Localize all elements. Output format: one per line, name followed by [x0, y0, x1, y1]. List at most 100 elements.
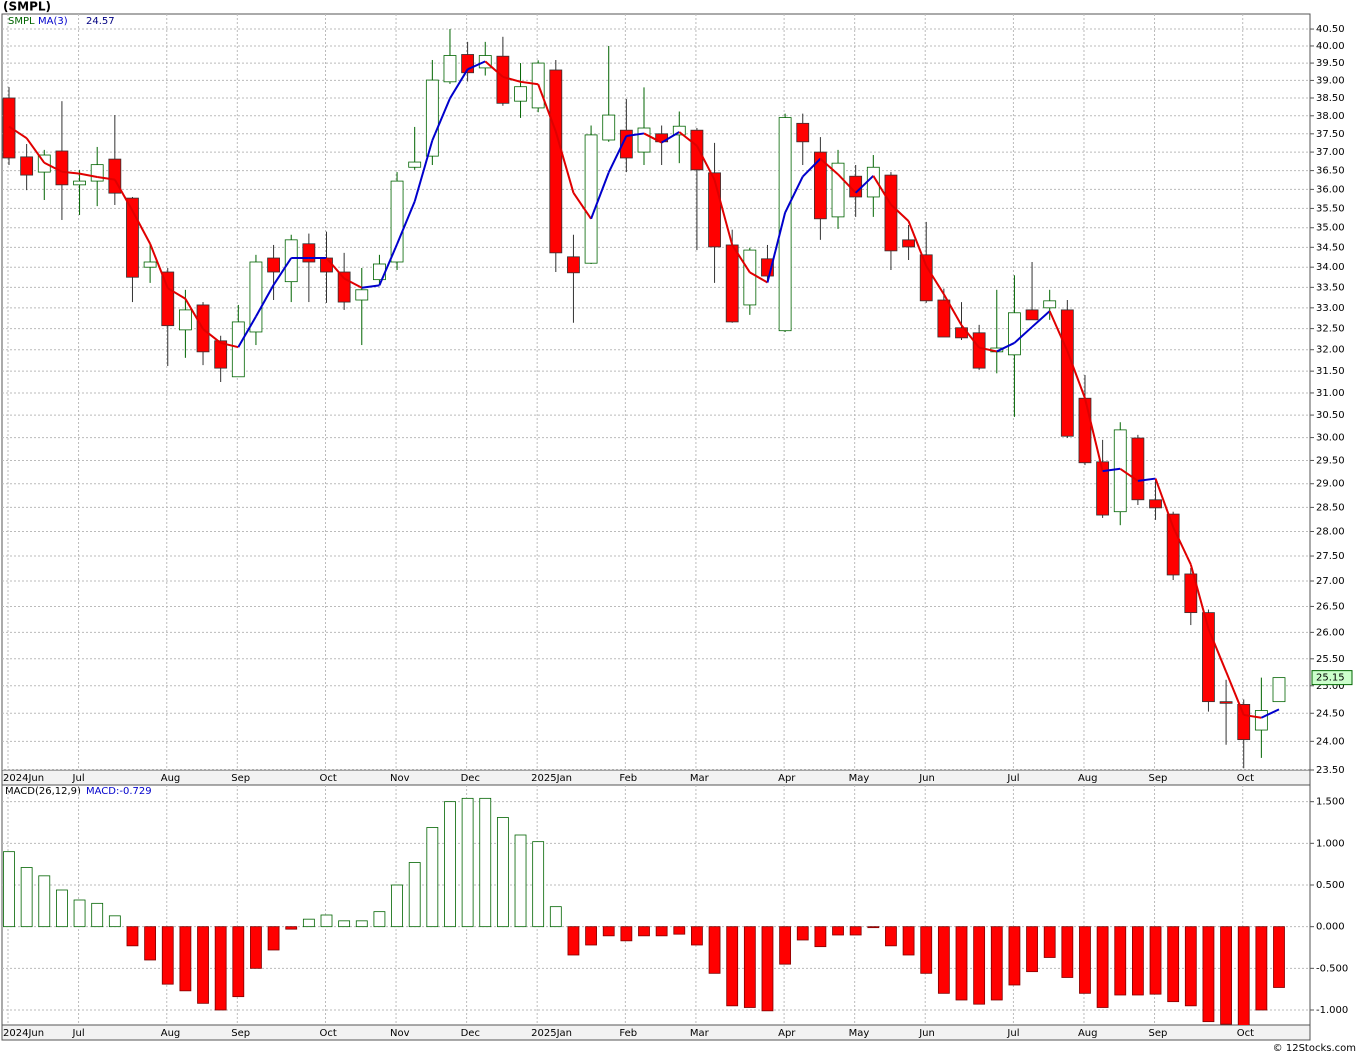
x-tick-label: Aug: [1078, 1028, 1098, 1039]
y-tick-label: 28.00: [1316, 526, 1345, 537]
candle-body: [972, 332, 986, 369]
macd-bar: [832, 926, 844, 936]
macd-bar: [20, 867, 33, 928]
candle-body: [725, 244, 739, 323]
macd-bar: [1114, 926, 1127, 996]
x-tick-label: Apr: [778, 773, 796, 784]
candle-body: [214, 340, 228, 369]
y-tick-label: 33.50: [1316, 282, 1345, 293]
y-tick-label: 39.50: [1316, 58, 1345, 69]
x-tick-label: Feb: [619, 1028, 637, 1039]
ma-segment: [1225, 671, 1245, 716]
x-axis-strip: [1, 769, 1311, 786]
candle-body: [1184, 573, 1198, 614]
candle-body: [73, 180, 86, 186]
ma-segment: [431, 97, 451, 141]
x-tick-label: Sep: [231, 1028, 250, 1039]
macd-bar: [161, 926, 174, 985]
last-price-label: 25.15: [1316, 673, 1345, 684]
y-tick-label: 0.500: [1316, 880, 1345, 891]
macd-bar: [1043, 926, 1056, 958]
ma-segment: [467, 60, 486, 71]
ma-segment: [661, 131, 680, 144]
x-tick-label: Aug: [161, 1028, 181, 1039]
ma-segment: [854, 175, 874, 194]
macd-bar: [796, 926, 809, 941]
macd-bar: [567, 926, 580, 956]
candle-body: [919, 254, 933, 302]
macd-bar: [549, 906, 562, 928]
macd-value: MACD:-0.729: [86, 786, 152, 797]
ma-segment: [678, 131, 698, 147]
macd-bar: [691, 926, 703, 946]
macd-bar: [214, 926, 227, 1011]
macd-bar: [743, 926, 756, 1008]
y-tick-label: 26.00: [1316, 627, 1345, 638]
macd-bar: [920, 926, 933, 974]
macd-bar: [302, 918, 315, 928]
x-tick-label: Jul: [72, 773, 85, 784]
ma-segment: [184, 298, 204, 330]
y-tick-label: 40.50: [1316, 24, 1345, 35]
ma-segment: [520, 80, 539, 86]
macd-bar: [655, 926, 668, 937]
macd-bar: [1184, 926, 1197, 1007]
candle-body: [1043, 300, 1057, 309]
y-tick-label: 39.00: [1316, 75, 1345, 86]
ma-segment: [1102, 467, 1121, 473]
ma-segment: [113, 179, 134, 212]
macd-bar: [250, 926, 262, 969]
macd-bar: [779, 926, 792, 965]
ma-segment: [942, 293, 963, 326]
x-tick-label: Dec: [461, 1028, 480, 1039]
candle-body: [1131, 437, 1145, 501]
legend-ma: MA(3): [38, 16, 68, 27]
ma-segment: [784, 176, 804, 214]
ma-segment: [802, 158, 822, 178]
ma-segment: [343, 277, 363, 289]
candle-body: [408, 161, 422, 168]
last-price-box: [1311, 670, 1353, 686]
y-tick-label: 26.50: [1316, 601, 1345, 612]
macd-bar: [990, 926, 1003, 1001]
x-tick-label: Jul: [1006, 1028, 1019, 1039]
y-tick-label: -0.500: [1316, 963, 1348, 974]
y-tick-label: 31.00: [1316, 388, 1345, 399]
x-tick-label: Apr: [778, 1028, 796, 1039]
candle-body: [267, 257, 280, 273]
footer: © 12Stocks.com: [1273, 1043, 1356, 1054]
y-tick-label: 33.00: [1316, 303, 1345, 314]
y-tick-label: 32.50: [1316, 324, 1345, 335]
ma-segment: [220, 341, 239, 349]
y-tick-label: 29.00: [1316, 479, 1345, 490]
macd-bar: [532, 841, 545, 928]
candle-body: [302, 243, 316, 263]
macd-bar: [126, 926, 139, 947]
ma-segment: [837, 173, 857, 194]
x-tick-label: Oct: [1237, 1028, 1254, 1039]
x-tick-label: 2024Jun: [3, 1028, 44, 1039]
ma-segment: [731, 244, 751, 273]
candle-body: [1272, 677, 1286, 703]
candle-body: [284, 239, 298, 283]
macd-bar: [496, 817, 509, 928]
ma-segment: [626, 132, 645, 137]
ma-segment: [97, 175, 115, 181]
x-tick-label: Dec: [461, 773, 480, 784]
y-tick-label: 34.00: [1316, 262, 1345, 273]
candle-body: [337, 271, 351, 303]
macd-bar: [426, 827, 439, 928]
x-tick-label: 2025Jan: [531, 1028, 572, 1039]
ma-segment: [819, 157, 839, 176]
candle-body: [672, 125, 686, 136]
ma-segment: [396, 201, 416, 245]
y-tick-label: 38.50: [1316, 93, 1345, 104]
macd-bar: [1237, 926, 1250, 1025]
macd-bar: [3, 851, 15, 928]
candle-body: [1025, 309, 1039, 321]
macd-bar: [955, 926, 968, 1001]
y-tick-label: 27.00: [1316, 576, 1345, 587]
macd-bar: [73, 899, 86, 928]
y-tick-label: 31.50: [1316, 366, 1345, 377]
macd-bar: [144, 926, 157, 961]
